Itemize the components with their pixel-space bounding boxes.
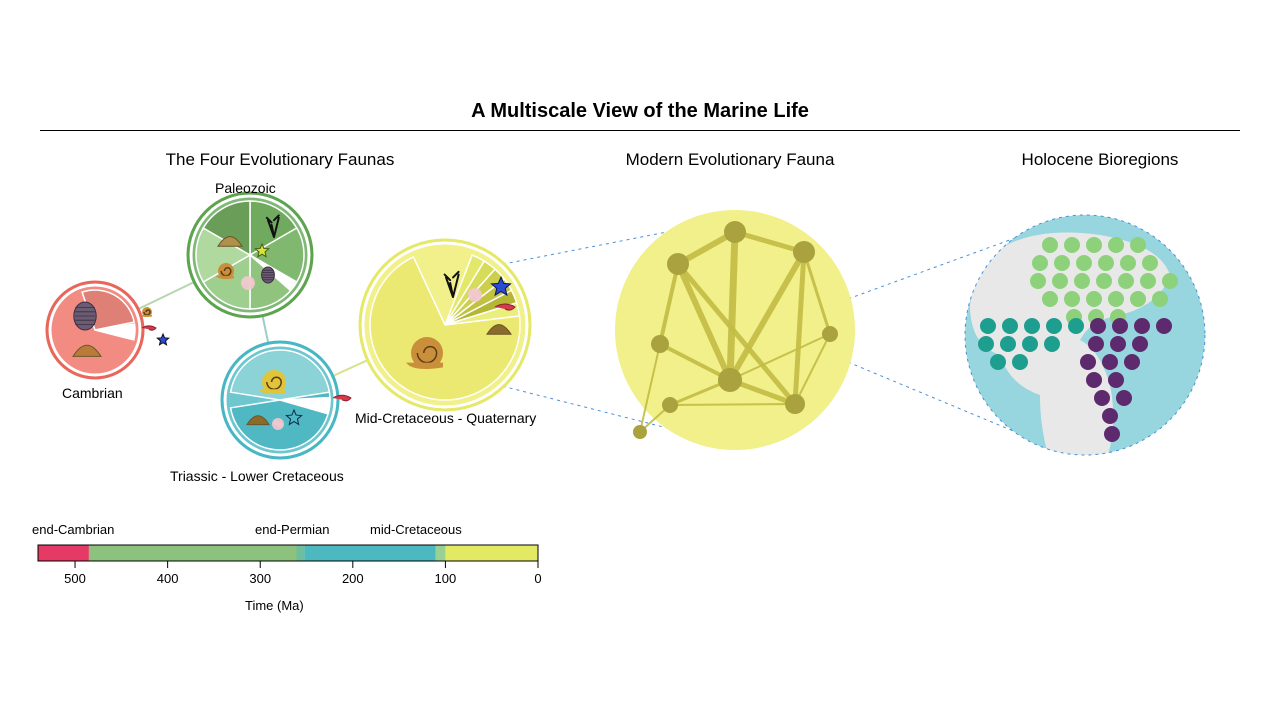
event-end-cambrian: end-Cambrian — [32, 522, 114, 537]
label-midcret: Mid-Cretaceous - Quaternary — [355, 410, 536, 426]
label-triassic: Triassic - Lower Cretaceous — [170, 468, 344, 484]
svg-text:0: 0 — [534, 571, 541, 586]
label-paleozoic: Paleozoic — [215, 180, 276, 196]
svg-text:100: 100 — [435, 571, 457, 586]
svg-text:200: 200 — [342, 571, 364, 586]
label-cambrian: Cambrian — [62, 385, 123, 401]
svg-text:400: 400 — [157, 571, 179, 586]
diagram-stage: 500 400 300 200 100 0 — [0, 0, 1280, 720]
svg-text:300: 300 — [249, 571, 271, 586]
event-end-permian: end-Permian — [255, 522, 329, 537]
axis-label-time: Time (Ma) — [245, 598, 304, 613]
svg-text:500: 500 — [64, 571, 86, 586]
event-mid-cret: mid-Cretaceous — [370, 522, 462, 537]
